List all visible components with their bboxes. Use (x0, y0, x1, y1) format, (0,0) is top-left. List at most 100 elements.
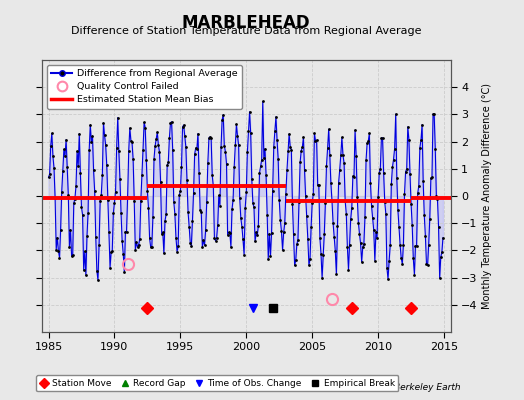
Point (171, 211, 179, 217)
Point (359, 241, 368, 248)
Point (346, 216, 355, 222)
Point (326, 180, 335, 186)
Point (107, 249, 115, 255)
Point (46, 171, 54, 177)
Point (419, 178, 428, 184)
Point (234, 142, 243, 148)
Point (373, 235, 381, 241)
Point (351, 127, 359, 133)
Point (249, 200, 257, 206)
Point (137, 197, 145, 204)
Point (254, 222, 263, 229)
Point (432, 193, 441, 200)
Point (48, 130, 56, 136)
Point (116, 176, 124, 182)
Point (401, 168, 410, 175)
Point (94, 277, 102, 283)
Point (303, 236, 312, 242)
Point (45, 174, 53, 181)
Point (189, 190, 198, 196)
Point (355, 230, 364, 237)
Point (232, 121, 241, 128)
Point (405, 136, 413, 143)
Point (101, 132, 109, 139)
Point (159, 229, 167, 236)
Point (258, 98, 267, 104)
Point (388, 164, 397, 170)
Point (292, 241, 301, 248)
Point (428, 174, 436, 180)
Point (370, 258, 379, 264)
Point (167, 118, 176, 125)
Point (158, 231, 166, 237)
Point (151, 143, 159, 149)
Point (54, 248, 62, 254)
Point (127, 138, 135, 144)
Point (263, 211, 271, 218)
Point (178, 124, 187, 130)
Point (147, 244, 155, 250)
Point (162, 211, 170, 218)
Point (187, 243, 195, 249)
Point (247, 176, 256, 182)
Point (92, 234, 100, 240)
Point (321, 200, 330, 206)
Point (384, 276, 392, 282)
Point (98, 172, 106, 178)
Point (331, 248, 340, 254)
Point (51, 195, 59, 201)
Point (314, 182, 323, 188)
Point (379, 170, 388, 176)
Point (155, 149, 163, 155)
Point (362, 157, 370, 163)
Point (439, 234, 447, 241)
Point (218, 117, 226, 123)
Point (301, 193, 310, 199)
Point (72, 183, 80, 189)
Point (344, 266, 353, 273)
Point (201, 227, 210, 233)
Point (186, 240, 194, 246)
Point (287, 146, 296, 153)
Point (252, 229, 260, 236)
Point (422, 260, 431, 267)
Point (328, 198, 336, 204)
Point (307, 224, 315, 230)
Point (63, 164, 71, 170)
Point (399, 242, 408, 248)
Point (350, 174, 358, 180)
Point (210, 235, 219, 242)
Text: MARBLEHEAD: MARBLEHEAD (182, 14, 311, 32)
Point (49, 153, 57, 159)
Point (52, 246, 60, 253)
Point (136, 236, 144, 243)
Point (113, 144, 121, 151)
Point (395, 224, 403, 230)
Point (266, 253, 275, 259)
Point (170, 198, 178, 205)
Point (177, 164, 185, 170)
Point (130, 197, 138, 204)
Point (341, 198, 350, 204)
Point (153, 129, 161, 136)
Point (332, 271, 341, 278)
Point (306, 256, 314, 262)
Point (438, 249, 446, 256)
Point (188, 218, 196, 224)
Point (305, 262, 313, 268)
Point (347, 205, 356, 211)
Point (104, 196, 112, 203)
Point (126, 125, 134, 131)
Point (228, 206, 236, 212)
Point (425, 216, 434, 222)
Point (334, 180, 343, 186)
Point (323, 145, 332, 152)
Point (71, 196, 79, 202)
Point (83, 233, 91, 240)
Point (342, 210, 351, 217)
Point (276, 217, 285, 224)
Point (213, 222, 222, 228)
Point (256, 163, 265, 170)
Point (62, 136, 70, 143)
Point (352, 153, 361, 160)
